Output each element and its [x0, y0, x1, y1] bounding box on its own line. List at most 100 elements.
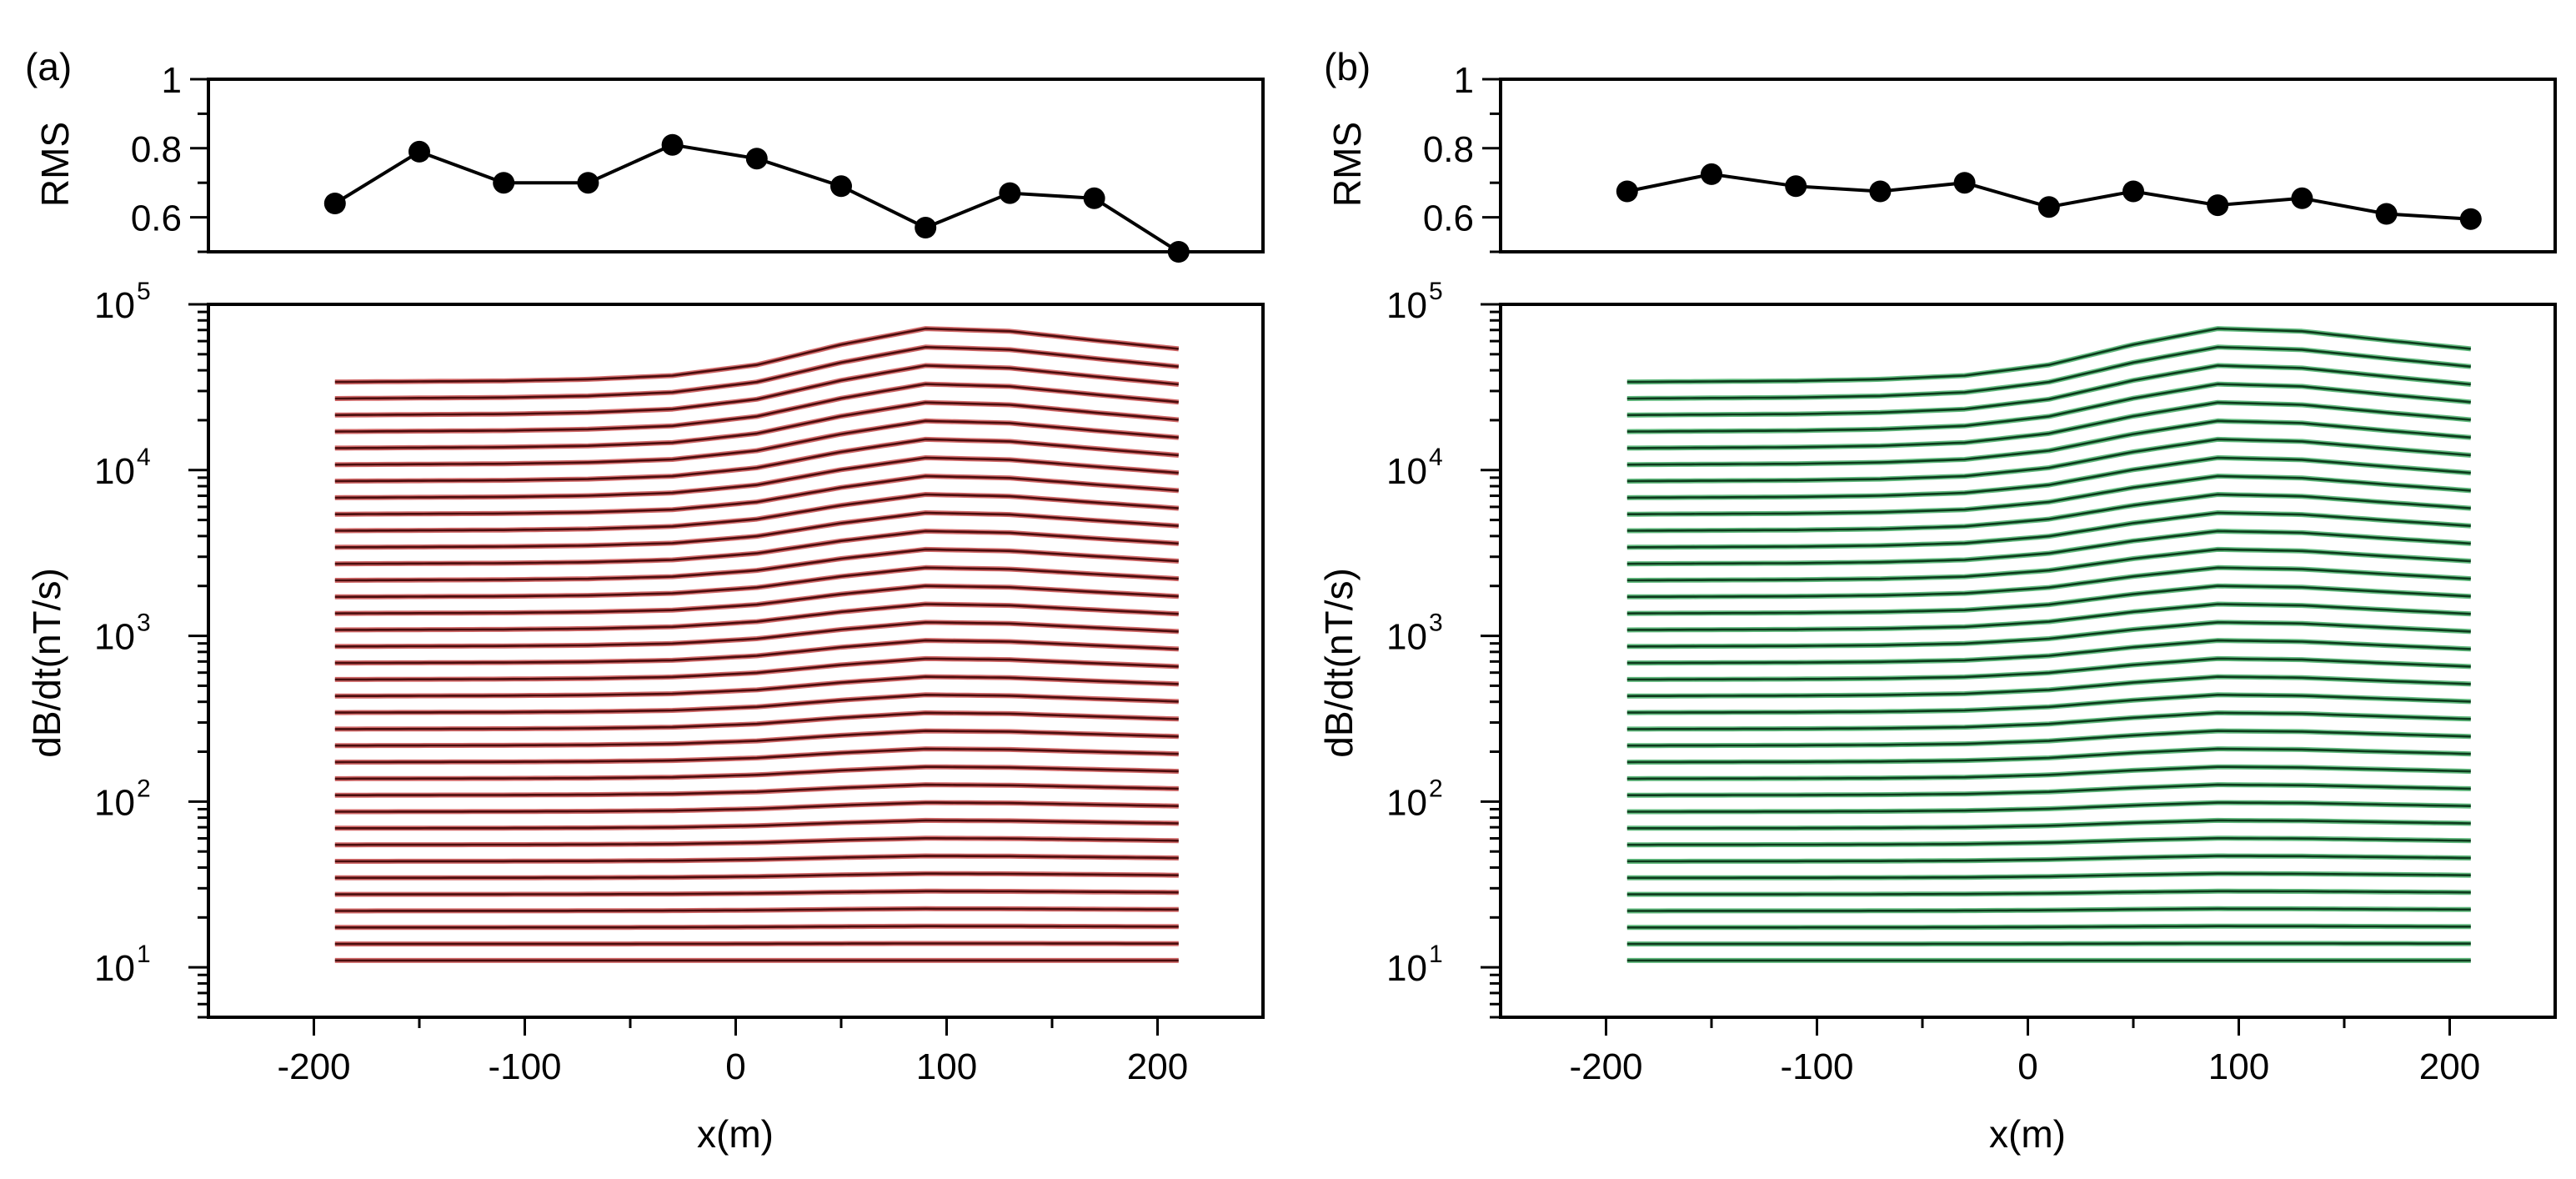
dbdt-curve-observed — [1626, 801, 2471, 813]
dbdt-curve-observed — [1626, 438, 2471, 483]
dbdt-curve-observed — [1626, 566, 2471, 599]
rms-point — [2375, 203, 2398, 225]
dbdt-ytick-exponent: 5 — [137, 278, 151, 305]
dbdt-curve-observed — [1626, 529, 2471, 565]
dbdt-curve-observed — [334, 907, 1179, 912]
dbdt-a-xlabel: x(m) — [697, 1112, 774, 1156]
rms-point — [1701, 163, 1722, 185]
dbdt-curve-observed — [334, 584, 1179, 615]
dbdt-ytick-label: 10 — [1386, 948, 1427, 989]
dbdt-curve-observed — [1626, 456, 2471, 499]
dbdt-curve-observed — [1626, 493, 2471, 532]
dbdt-curve-observed — [1626, 327, 2471, 384]
rms-point — [493, 172, 515, 194]
rms-point — [2291, 187, 2313, 209]
dbdt-curve-observed — [334, 456, 1179, 499]
dbdt-xtick-label: 200 — [2419, 1046, 2480, 1087]
dbdt-curve-observed — [1626, 855, 2471, 863]
rms-point — [577, 172, 599, 194]
rms-point — [323, 193, 346, 214]
dbdt-curve-observed — [334, 419, 1179, 466]
rms-axes-frame-b — [1499, 78, 2557, 253]
dbdt-curve-observed — [334, 855, 1179, 863]
rms-a-series — [323, 133, 1190, 263]
dbdt-ytick-exponent: 2 — [1429, 775, 1443, 802]
dbdt-curve-observed — [1626, 675, 2471, 698]
dbdt-curve-observed — [1626, 364, 2471, 417]
dbdt-ytick-exponent: 3 — [137, 610, 151, 637]
rms-b-series — [1616, 163, 2482, 230]
dbdt-curve-observed — [1626, 474, 2471, 516]
dbdt-curve-observed — [1626, 548, 2471, 582]
rms-ytick-label: 0.6 — [1423, 198, 1474, 239]
rms-point — [999, 182, 1021, 204]
dbdt-xtick-label: 0 — [2017, 1046, 2037, 1087]
rms-ytick-label: 1 — [162, 60, 182, 101]
dbdt-xtick-label: -200 — [1569, 1046, 1642, 1087]
dbdt-curve-observed — [1626, 890, 2471, 896]
dbdt-curve-observed — [1626, 621, 2471, 648]
dbdt-curve-observed — [1626, 711, 2471, 730]
dbdt-curve-observed — [1626, 783, 2471, 797]
rms-point — [745, 148, 768, 170]
dbdt-curve-observed — [1626, 819, 2471, 830]
dbdt-curve-observed — [1626, 419, 2471, 466]
rms-chart-a: 0.6 0.8 1 RMS — [33, 60, 1265, 263]
rms-ytick-label: 1 — [1454, 60, 1474, 101]
dbdt-curve-observed — [334, 493, 1179, 532]
dbdt-curve-observed — [334, 657, 1179, 681]
dbdt-curve-observed — [334, 327, 1179, 384]
dbdt-curve-observed — [334, 345, 1179, 400]
dbdt-curve-observed — [334, 801, 1179, 813]
dbdt-ytick-label: 10 — [1386, 782, 1427, 823]
dbdt-curve-observed — [334, 438, 1179, 483]
panel-b-label: (b) — [1324, 45, 1371, 88]
dbdt-curve-observed — [334, 890, 1179, 896]
rms-axes-frame-a — [207, 78, 1265, 253]
rms-point — [2207, 194, 2229, 217]
dbdt-xtick-label: -100 — [1780, 1046, 1853, 1087]
dbdt-curve-observed — [334, 730, 1179, 747]
dbdt-a-ylabel: dB/dt(nT/s) — [25, 568, 68, 758]
rms-point — [408, 140, 430, 163]
rms-point — [2459, 208, 2482, 230]
dbdt-xtick-label: 100 — [2208, 1046, 2269, 1087]
rms-point — [2122, 180, 2144, 203]
dbdt-curve-observed — [1626, 401, 2471, 449]
rms-a-ticks: 0.6 0.8 1 — [131, 60, 208, 253]
dbdt-curve-observed — [1626, 942, 2471, 946]
dbdt-curve-observed — [1626, 747, 2471, 764]
rms-chart-b: 0.6 0.8 1 RMS — [1326, 60, 2557, 253]
dbdt-ytick-exponent: 4 — [137, 444, 151, 471]
dbdt-curve-observed — [334, 566, 1179, 599]
dbdt-curve-observed — [334, 548, 1179, 582]
rms-b-ticks: 0.6 0.8 1 — [1423, 60, 1501, 253]
rms-a-ylabel: RMS — [33, 122, 77, 207]
dbdt-curve-observed — [334, 603, 1179, 631]
rms-ytick-label: 0.6 — [131, 198, 182, 239]
dbdt-curve-observed — [334, 675, 1179, 698]
dbdt-curve-observed — [1626, 730, 2471, 747]
dbdt-xtick-label: 0 — [725, 1046, 745, 1087]
dbdt-xtick-label: 100 — [916, 1046, 977, 1087]
dbdt-ytick-label: 10 — [1386, 285, 1427, 326]
dbdt-curve-observed — [334, 511, 1179, 549]
dbdt-b-xlabel: x(m) — [1989, 1112, 2066, 1156]
dbdt-curve-observed — [1626, 383, 2471, 433]
dbdt-b-curves — [1626, 326, 2472, 963]
rms-point — [661, 133, 684, 156]
dbdt-ytick-exponent: 4 — [1429, 444, 1443, 471]
dbdt-curve-observed — [334, 639, 1179, 665]
dbdt-ytick-label: 10 — [94, 782, 135, 823]
dbdt-ytick-exponent: 3 — [1429, 610, 1443, 637]
dbdt-curve-observed — [334, 364, 1179, 417]
rms-ytick-label: 0.8 — [131, 129, 182, 170]
dbdt-ytick-label: 10 — [1386, 617, 1427, 658]
dbdt-ytick-exponent: 1 — [137, 941, 151, 968]
dbdt-xtick-label: -100 — [488, 1046, 561, 1087]
